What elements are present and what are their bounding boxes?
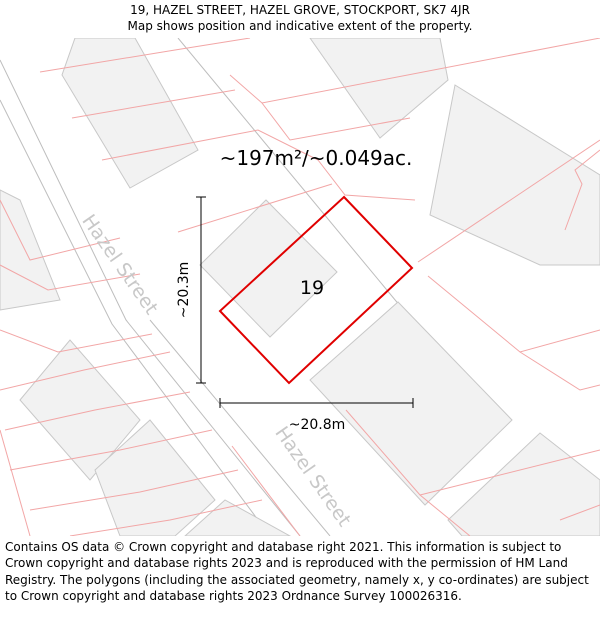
width-dimension-label: ~20.8m: [289, 417, 346, 433]
height-dimension-label: ~20.3m: [176, 262, 192, 319]
map-header: 19, HAZEL STREET, HAZEL GROVE, STOCKPORT…: [0, 0, 600, 40]
property-boundary[interactable]: [218, 195, 414, 385]
map-canvas: Hazel Street Hazel Street 19 ~197m²/~0.0…: [0, 38, 600, 536]
width-dimension-line: [219, 398, 414, 408]
property-address: 19, HAZEL STREET, HAZEL GROVE, STOCKPORT…: [130, 3, 470, 17]
site-map[interactable]: Hazel Street Hazel Street 19 ~197m²/~0.0…: [0, 38, 600, 536]
height-dimension-line: [196, 196, 206, 384]
area-label: ~197m²/~0.049ac.: [220, 146, 413, 170]
map-subtitle: Map shows position and indicative extent…: [127, 19, 473, 33]
copyright-notice: Contains OS data © Crown copyright and d…: [5, 540, 589, 604]
road-edges: [0, 38, 421, 536]
parcel-boundaries: [0, 38, 600, 536]
plot-number: 19: [300, 277, 324, 299]
